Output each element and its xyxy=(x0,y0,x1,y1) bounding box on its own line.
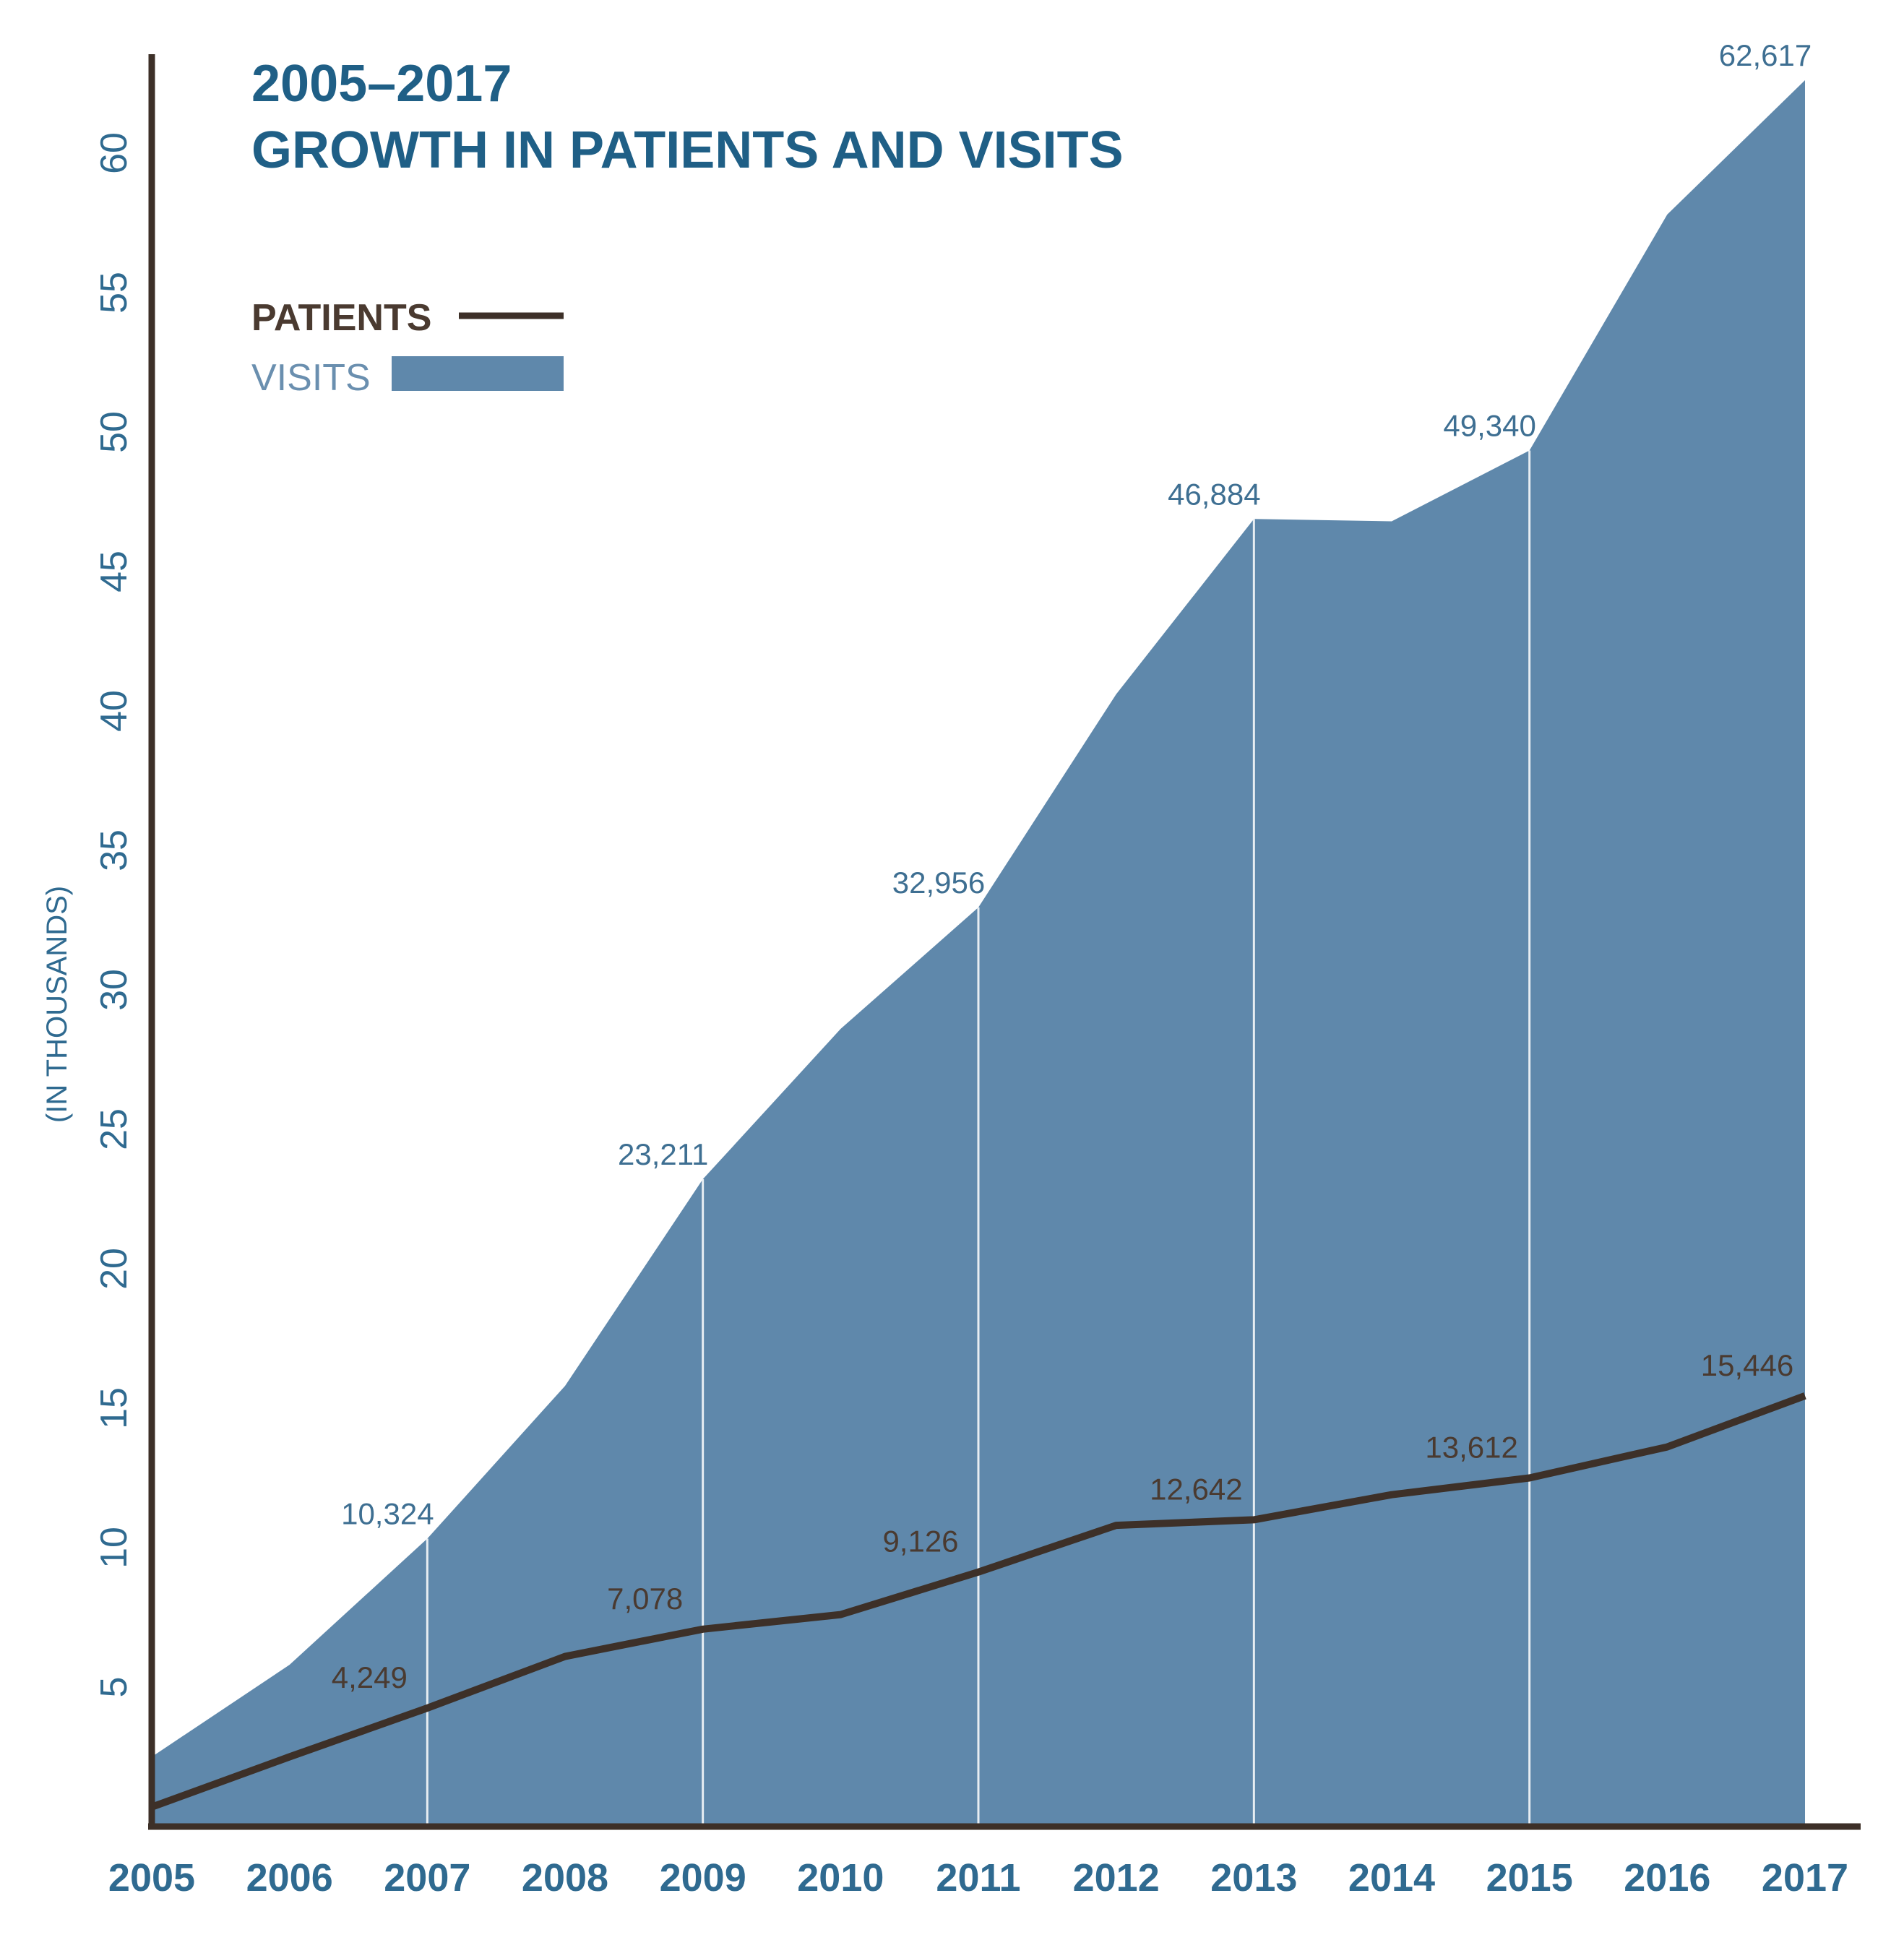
x-tick-label: 2006 xyxy=(246,1856,333,1900)
plot-area xyxy=(150,79,1806,1827)
y-tick-label: 50 xyxy=(93,411,135,453)
patients-data-label: 15,446 xyxy=(1701,1348,1793,1382)
patients-data-label: 13,612 xyxy=(1425,1431,1517,1465)
x-tick-label: 2011 xyxy=(936,1856,1020,1900)
visits-data-label: 10,324 xyxy=(341,1496,434,1530)
x-tick-label: 2008 xyxy=(522,1856,608,1900)
x-tick-label: 2015 xyxy=(1486,1856,1573,1900)
x-tick-label: 2014 xyxy=(1348,1856,1435,1900)
x-tick-label: 2017 xyxy=(1762,1856,1848,1900)
visits-data-label: 23,211 xyxy=(618,1137,708,1171)
chart-title-line1: 2005–2017 xyxy=(251,55,512,113)
x-tick-label: 2013 xyxy=(1210,1856,1297,1900)
y-tick-label: 30 xyxy=(93,969,135,1011)
y-tick-label: 45 xyxy=(93,551,135,592)
y-tick-label: 20 xyxy=(93,1248,135,1290)
legend: PATIENTS VISITS xyxy=(251,297,564,399)
legend-swatch-visits xyxy=(392,356,564,391)
y-tick-label: 10 xyxy=(93,1527,135,1569)
data-labels: 10,324 23,211 32,956 46,884 49,340 62,617 4,24… xyxy=(332,38,1812,1694)
y-tick-label: 25 xyxy=(93,1108,135,1150)
visits-data-label: 32,956 xyxy=(892,866,985,900)
y-tick-label: 5 xyxy=(93,1677,135,1698)
x-tick-label: 2010 xyxy=(797,1856,884,1900)
y-axis-label: (IN THOUSANDS) xyxy=(41,886,73,1123)
tick-labels: 5 10 15 20 25 30 35 40 45 50 55 60 2005 2006 2007 2008 2… xyxy=(93,132,1848,1900)
patients-data-label: 9,126 xyxy=(882,1525,958,1558)
visits-data-label: 46,884 xyxy=(1168,477,1260,511)
y-tick-label: 60 xyxy=(93,132,135,174)
visits-data-label: 62,617 xyxy=(1719,38,1812,72)
legend-label-patients: PATIENTS xyxy=(251,297,431,339)
x-tick-label: 2009 xyxy=(660,1856,746,1900)
x-tick-label: 2012 xyxy=(1073,1856,1160,1900)
y-tick-label: 55 xyxy=(93,272,135,314)
y-tick-label: 35 xyxy=(93,829,135,871)
legend-label-visits: VISITS xyxy=(251,357,371,399)
visits-data-label: 49,340 xyxy=(1443,408,1535,442)
x-tick-label: 2007 xyxy=(384,1856,470,1900)
patients-data-label: 12,642 xyxy=(1150,1472,1242,1506)
x-tick-label: 2005 xyxy=(108,1856,195,1900)
chart-title-line2: GROWTH IN PATIENTS AND VISITS xyxy=(251,121,1124,179)
x-tick-label: 2016 xyxy=(1624,1856,1710,1900)
axes xyxy=(148,54,1861,1830)
patients-data-label: 7,078 xyxy=(607,1582,683,1616)
y-tick-label: 15 xyxy=(93,1387,135,1429)
patients-data-label: 4,249 xyxy=(332,1660,408,1694)
y-tick-label: 40 xyxy=(93,690,135,732)
patients-line xyxy=(150,1392,1806,1811)
